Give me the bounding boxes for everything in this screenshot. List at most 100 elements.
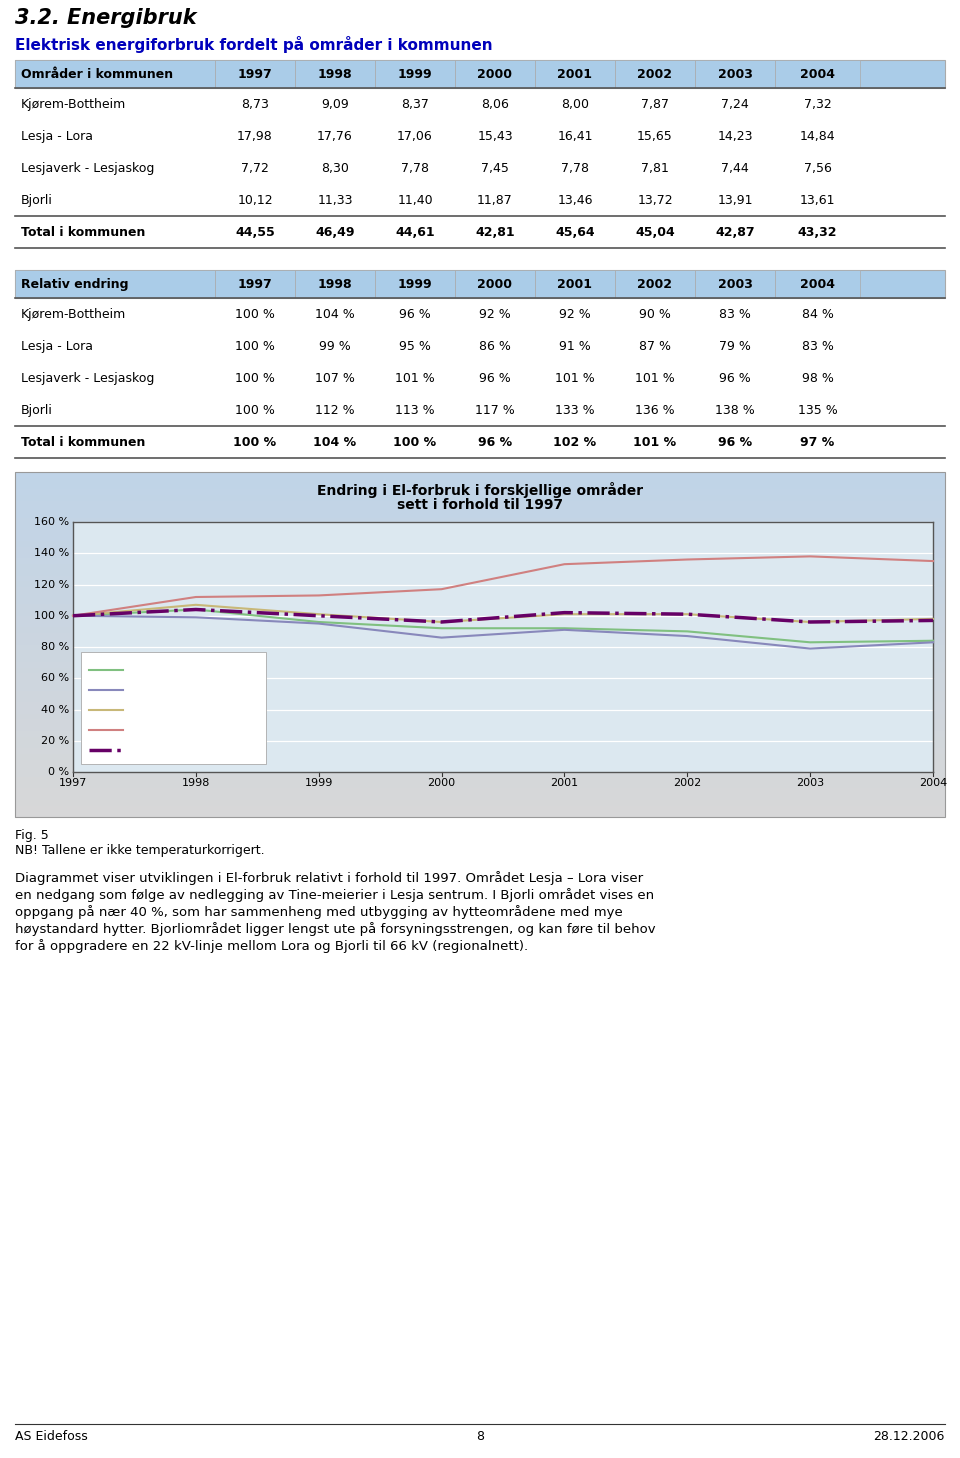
- Text: 112 %: 112 %: [315, 404, 355, 417]
- Text: 2004: 2004: [800, 67, 835, 80]
- Bar: [15, 576, 945, 582]
- Bar: [695, 270, 775, 297]
- Bar: [695, 60, 775, 87]
- Text: Lesjaverk - Lesjaskog: Lesjaverk - Lesjaskog: [129, 706, 248, 714]
- Text: Bjorli: Bjorli: [129, 725, 157, 735]
- Text: 95 %: 95 %: [399, 340, 431, 353]
- Text: Bjorli: Bjorli: [21, 194, 53, 207]
- Bar: [15, 500, 945, 507]
- Bar: [15, 656, 945, 663]
- Text: 7,78: 7,78: [561, 162, 589, 175]
- Text: 15,65: 15,65: [637, 130, 673, 143]
- Text: Kjørem-Bottheim: Kjørem-Bottheim: [21, 98, 127, 111]
- Text: 101 %: 101 %: [634, 436, 677, 449]
- Bar: [15, 707, 945, 714]
- Text: Elektrisk energiforbruk fordelt på områder i kommunen: Elektrisk energiforbruk fordelt på områd…: [15, 36, 492, 52]
- Text: 45,64: 45,64: [555, 226, 595, 239]
- Bar: [15, 783, 945, 789]
- Text: 133 %: 133 %: [555, 404, 595, 417]
- Text: 83 %: 83 %: [802, 340, 833, 353]
- Bar: [15, 668, 945, 674]
- Bar: [615, 60, 695, 87]
- Bar: [775, 270, 860, 297]
- Text: 100 %: 100 %: [233, 436, 276, 449]
- Bar: [15, 609, 945, 617]
- Text: 79 %: 79 %: [719, 340, 751, 353]
- Bar: [215, 60, 295, 87]
- Text: 2004: 2004: [800, 277, 835, 290]
- Bar: [15, 270, 945, 297]
- Text: høystandard hytter. Bjorliområdet ligger lengst ute på forsyningsstrengen, og ka: høystandard hytter. Bjorliområdet ligger…: [15, 921, 656, 936]
- Text: 46,49: 46,49: [315, 226, 355, 239]
- Bar: [15, 506, 945, 513]
- Bar: [15, 529, 945, 537]
- Text: 87 %: 87 %: [639, 340, 671, 353]
- Bar: [15, 811, 945, 818]
- Text: 102 %: 102 %: [553, 436, 596, 449]
- Text: 7,44: 7,44: [721, 162, 749, 175]
- Bar: [455, 270, 535, 297]
- Text: 117 %: 117 %: [475, 404, 515, 417]
- Bar: [15, 742, 945, 749]
- Text: 13,72: 13,72: [637, 194, 673, 207]
- Text: 92 %: 92 %: [559, 308, 590, 321]
- Text: 100 %: 100 %: [235, 372, 275, 385]
- Text: 2002: 2002: [673, 779, 702, 787]
- Text: Total i kommunen: Total i kommunen: [21, 226, 145, 239]
- Text: 8,06: 8,06: [481, 98, 509, 111]
- Bar: [15, 674, 945, 679]
- Bar: [375, 270, 455, 297]
- Text: 1997: 1997: [238, 277, 273, 290]
- Text: Total i kommunen: Total i kommunen: [129, 745, 228, 755]
- Text: 14,84: 14,84: [800, 130, 835, 143]
- Text: 113 %: 113 %: [396, 404, 435, 417]
- Bar: [15, 691, 945, 697]
- Bar: [15, 547, 945, 554]
- Bar: [15, 472, 945, 478]
- Text: Total i kommunen: Total i kommunen: [21, 436, 145, 449]
- Bar: [15, 60, 215, 87]
- Bar: [15, 604, 945, 611]
- Text: AS Eidefoss: AS Eidefoss: [15, 1430, 87, 1443]
- Text: 107 %: 107 %: [315, 372, 355, 385]
- Bar: [215, 270, 295, 297]
- Text: 97 %: 97 %: [801, 436, 834, 449]
- Bar: [15, 523, 945, 531]
- Text: Lesja - Lora: Lesja - Lora: [129, 685, 193, 695]
- Bar: [15, 60, 945, 87]
- Text: 17,76: 17,76: [317, 130, 353, 143]
- Text: Endring i El-forbruk i forskjellige områder: Endring i El-forbruk i forskjellige områ…: [317, 483, 643, 499]
- Text: 7,81: 7,81: [641, 162, 669, 175]
- Text: en nedgang som følge av nedlegging av Tine-meierier i Lesja sentrum. I Bjorli om: en nedgang som følge av nedlegging av Ti…: [15, 888, 654, 903]
- Text: 8,30: 8,30: [321, 162, 348, 175]
- Text: 2004: 2004: [919, 779, 948, 787]
- Text: 1997: 1997: [59, 779, 87, 787]
- Bar: [15, 593, 945, 599]
- Bar: [15, 588, 945, 593]
- Text: 42,81: 42,81: [475, 226, 515, 239]
- Bar: [15, 730, 945, 738]
- Text: 7,78: 7,78: [401, 162, 429, 175]
- Bar: [295, 60, 375, 87]
- Text: sett i forhold til 1997: sett i forhold til 1997: [396, 499, 564, 512]
- Bar: [15, 760, 945, 767]
- Text: 44,55: 44,55: [235, 226, 275, 239]
- Text: 8,37: 8,37: [401, 98, 429, 111]
- Text: 160 %: 160 %: [34, 518, 69, 526]
- Bar: [375, 60, 455, 87]
- Bar: [15, 558, 945, 566]
- Bar: [15, 621, 945, 628]
- Text: 1998: 1998: [181, 779, 210, 787]
- Bar: [15, 518, 945, 525]
- Text: 16,41: 16,41: [557, 130, 592, 143]
- Text: 96 %: 96 %: [478, 436, 512, 449]
- Bar: [535, 60, 615, 87]
- Text: Fig. 5: Fig. 5: [15, 830, 49, 843]
- Bar: [15, 795, 945, 800]
- Bar: [15, 650, 945, 658]
- Text: 136 %: 136 %: [636, 404, 675, 417]
- Bar: [15, 725, 945, 732]
- Text: 84 %: 84 %: [802, 308, 833, 321]
- Bar: [15, 512, 945, 519]
- Bar: [15, 627, 945, 634]
